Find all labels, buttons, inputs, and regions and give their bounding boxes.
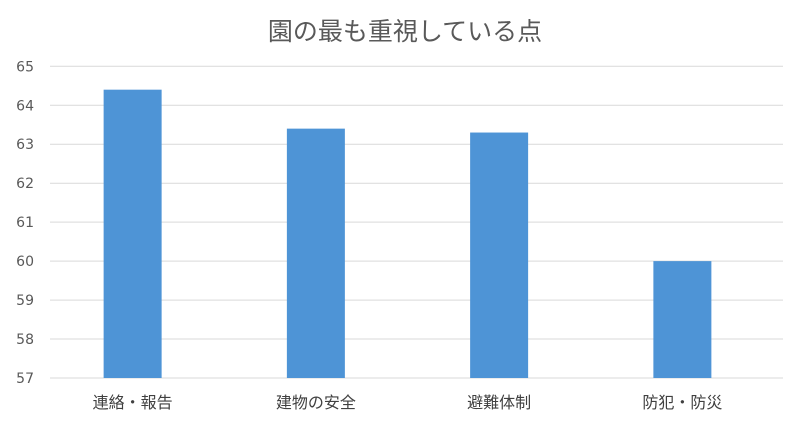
y-tick-label: 65: [16, 59, 34, 75]
y-tick-label: 57: [16, 371, 34, 387]
y-tick-label: 60: [16, 254, 34, 270]
y-tick-label: 62: [16, 176, 34, 192]
y-tick-label: 64: [16, 98, 34, 114]
bars: [103, 89, 712, 379]
bar: [103, 89, 162, 379]
y-tick-label: 59: [16, 293, 34, 309]
y-tick-label: 58: [16, 332, 34, 348]
y-tick-label: 61: [16, 215, 34, 231]
x-tick-label: 防犯・防災: [642, 393, 722, 412]
bar: [470, 132, 529, 378]
x-tick-label: 避難体制: [467, 393, 531, 412]
x-tick-label: 連絡・報告: [93, 393, 173, 412]
x-tick-label: 建物の安全: [276, 393, 356, 412]
gridlines: [50, 65, 783, 379]
chart-title: 園の最も重視している点: [268, 17, 542, 46]
y-axis: 57 58 59 60 61 62 63 64 65: [16, 59, 34, 387]
bar: [286, 128, 345, 378]
y-tick-label: 63: [16, 137, 34, 153]
bar: [653, 261, 712, 378]
x-axis: 連絡・報告 建物の安全 避難体制 防犯・防災: [93, 393, 723, 412]
